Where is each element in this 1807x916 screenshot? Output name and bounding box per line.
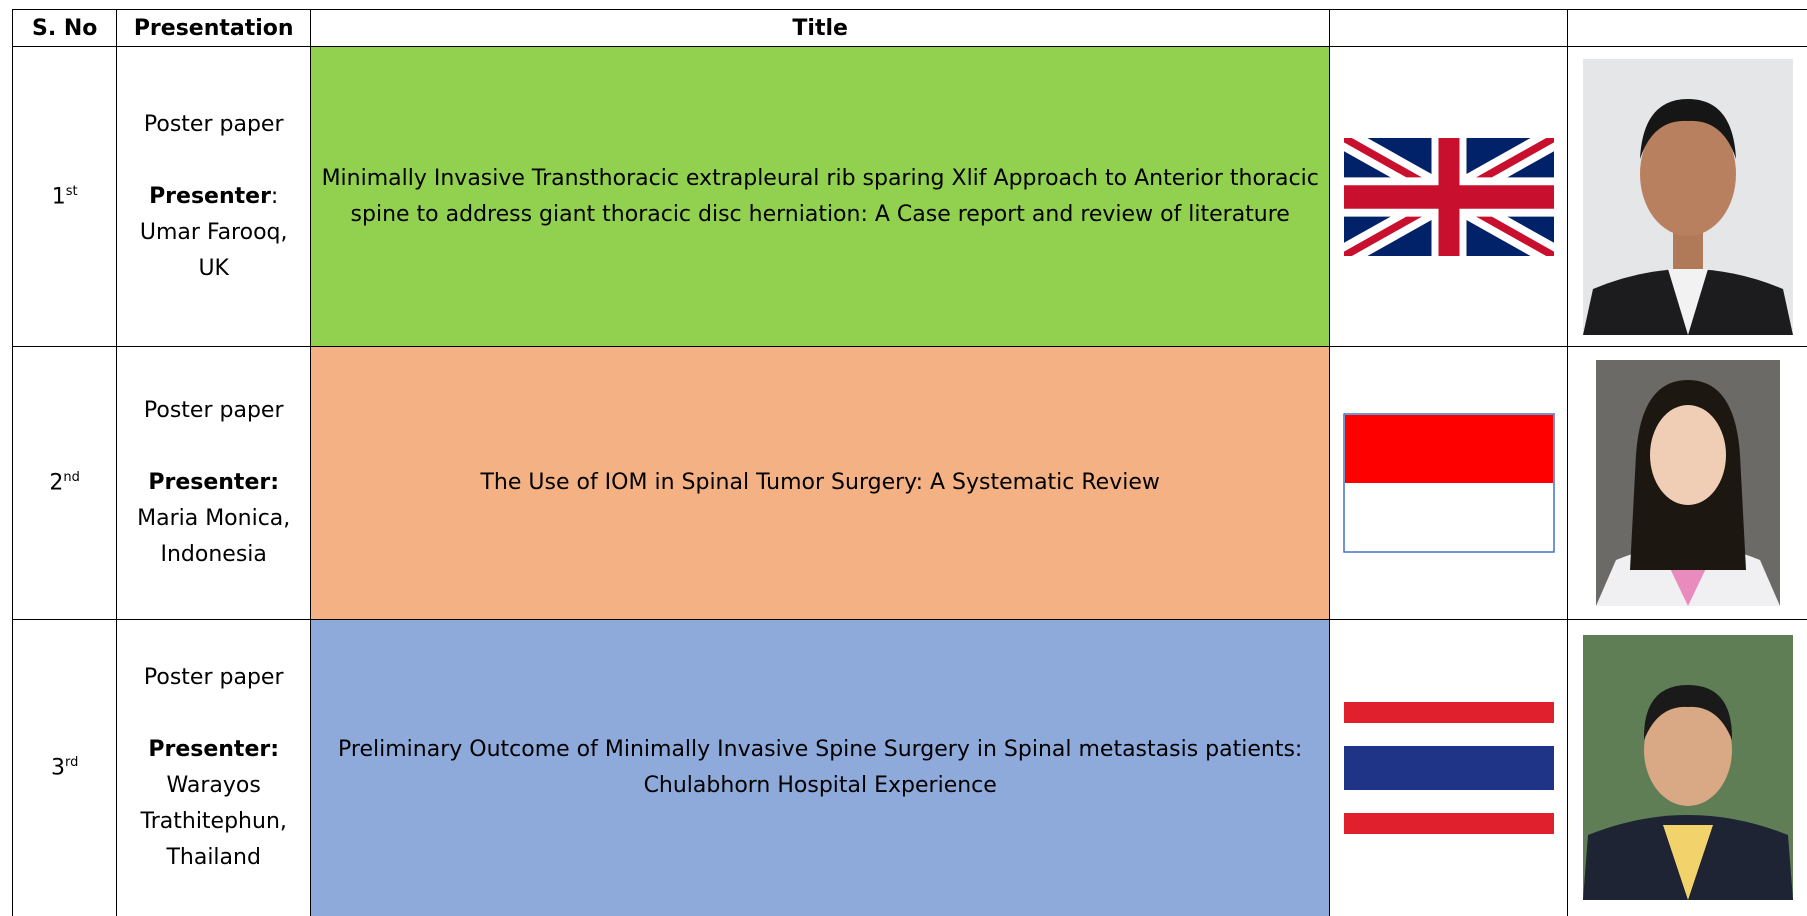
title-cell: Minimally Invasive Transthoracic extrapl… bbox=[311, 47, 1330, 347]
schedule-table: S. No Presentation Title 1st Poster pape… bbox=[12, 9, 1807, 916]
presentation-type: Poster paper bbox=[123, 660, 304, 696]
presenter-label: Presenter: bbox=[148, 470, 279, 495]
presentation-type: Poster paper bbox=[123, 107, 304, 143]
header-cell: S. No bbox=[13, 10, 117, 47]
title-cell: The Use of IOM in Spinal Tumor Surgery: … bbox=[311, 347, 1330, 620]
header-cell: Presentation bbox=[117, 10, 311, 47]
photo-cell bbox=[1568, 47, 1807, 347]
flag-indonesia bbox=[1343, 413, 1555, 553]
presenter-label: Presenter bbox=[149, 184, 271, 209]
rank: 3 bbox=[51, 755, 65, 780]
presentation-type: Poster paper bbox=[123, 393, 304, 429]
flag-cell bbox=[1330, 347, 1568, 620]
flag-cell bbox=[1330, 620, 1568, 916]
rank-suffix: st bbox=[66, 184, 78, 199]
presenter-sep: : bbox=[271, 184, 278, 209]
rank: 2 bbox=[49, 471, 63, 496]
row: 1st Poster paper Presenter: Umar Farooq,… bbox=[13, 47, 1807, 347]
presenter-label: Presenter: bbox=[148, 737, 279, 762]
header-cell bbox=[1568, 10, 1807, 47]
rank: 1 bbox=[52, 184, 66, 209]
header-cell: Title bbox=[311, 10, 1330, 47]
header-cell bbox=[1330, 10, 1568, 47]
header-row: S. No Presentation Title bbox=[13, 10, 1807, 47]
presenter-name: Umar Farooq, UK bbox=[123, 215, 304, 287]
presenter-name: Maria Monica, Indonesia bbox=[123, 501, 304, 573]
flag-cell bbox=[1330, 47, 1568, 347]
rank-cell: 2nd bbox=[13, 347, 117, 620]
row: 2nd Poster paper Presenter: Maria Monica… bbox=[13, 347, 1807, 620]
photo bbox=[1596, 360, 1780, 606]
rank-suffix: rd bbox=[65, 755, 78, 770]
rank-suffix: nd bbox=[63, 470, 80, 485]
photo bbox=[1583, 635, 1793, 900]
photo bbox=[1583, 59, 1793, 335]
photo-cell bbox=[1568, 347, 1807, 620]
presentation-cell: Poster paper Presenter: Warayos Trathite… bbox=[117, 620, 311, 916]
presentation-cell: Poster paper Presenter: Umar Farooq, UK bbox=[117, 47, 311, 347]
flag-uk bbox=[1344, 138, 1554, 256]
photo-cell bbox=[1568, 620, 1807, 916]
row: 3rd Poster paper Presenter: Warayos Trat… bbox=[13, 620, 1807, 916]
flag-thailand bbox=[1344, 702, 1554, 834]
presenter-name: Warayos Trathitephun, Thailand bbox=[123, 768, 304, 876]
presentation-cell: Poster paper Presenter: Maria Monica, In… bbox=[117, 347, 311, 620]
rank-cell: 1st bbox=[13, 47, 117, 347]
rank-cell: 3rd bbox=[13, 620, 117, 916]
title-cell: Preliminary Outcome of Minimally Invasiv… bbox=[311, 620, 1330, 916]
